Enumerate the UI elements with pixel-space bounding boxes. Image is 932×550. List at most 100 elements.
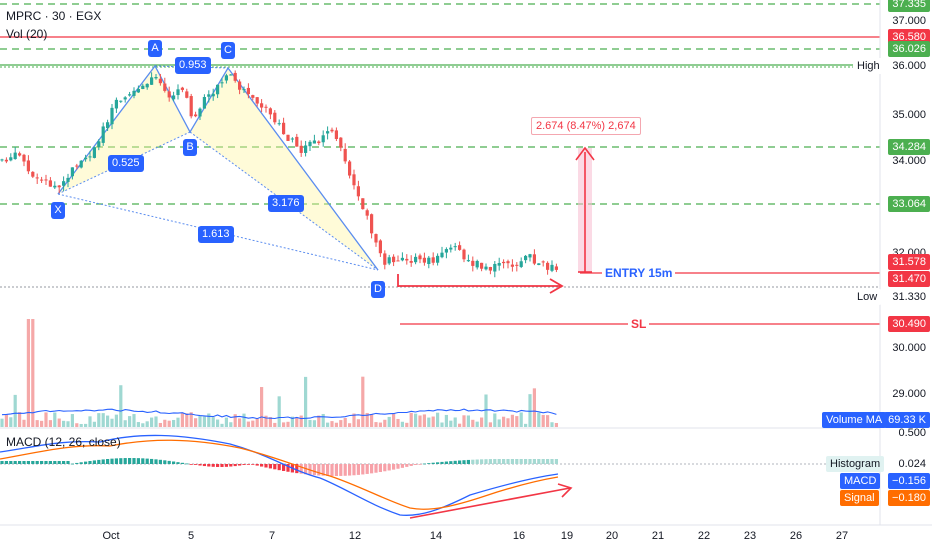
candle-body [273,112,277,123]
histogram-value: 0.024 [894,456,930,472]
candle-body [18,153,22,156]
volume-bar [176,417,180,427]
candle-body [299,145,303,153]
histogram-bar [277,464,281,471]
volume-bar [312,420,316,427]
ratio-label-xb: 0.525 [108,155,144,172]
histogram-bar [436,462,440,464]
time-label: 23 [743,530,757,542]
low-value: 31.330 [892,291,926,303]
candle-body [304,145,308,153]
candle-body [154,76,158,79]
candle-body [343,148,347,162]
candle-body [22,154,26,162]
volume-bar [13,394,17,427]
histogram-bar [9,461,13,464]
histogram-bar [220,464,224,467]
symbol-title[interactable]: MPRC · 30 · EGX [6,9,102,23]
candle-body [339,137,343,148]
volume-bar [348,423,352,427]
histogram-label: Histogram [826,456,885,472]
volume-bar [136,422,140,427]
candle-body [132,90,136,96]
histogram-bar [163,460,167,464]
histogram-bar [458,460,462,464]
volume-bar [66,421,70,427]
volume-bar [541,414,545,427]
histogram-bar [62,461,66,464]
volume-bar [475,421,479,427]
candle-body [220,82,224,84]
histogram-bar [211,464,215,467]
volume-bar [268,417,272,427]
histogram-bar [321,464,325,476]
volume-bar [502,416,506,427]
histogram-bar [449,461,453,464]
candle-body [233,72,237,81]
volume-bar [128,416,132,427]
candle-body [387,257,391,264]
histogram-bar [260,464,264,467]
histogram-bar [255,464,259,466]
candle-body [554,266,558,270]
volume-indicator-title[interactable]: Vol (20) [6,27,48,41]
candle-body [251,95,255,98]
price-tick: 35.000 [892,109,926,121]
volume-bar [180,412,184,427]
histogram-bar [238,464,242,466]
histogram-bar [70,463,74,465]
macd-label: MACD [840,473,881,489]
volume-bar [141,423,145,427]
candle-body [136,88,140,93]
histogram-bar [185,463,189,465]
time-label: 22 [697,530,711,542]
volume-bar [326,422,330,427]
candle-body [444,249,448,253]
histogram-bar [387,464,391,471]
histogram-bar [475,459,479,464]
histogram-bar [22,461,26,464]
volume-bar [145,421,149,427]
volume-bar [154,416,158,427]
volume-bar [440,422,444,427]
histogram-bar [106,459,110,464]
volume-bar [330,421,334,427]
histogram-bar [528,459,532,464]
macd-indicator-title[interactable]: MACD (12, 26, close) [6,435,121,449]
histogram-bar [431,462,435,464]
histogram-bar [123,458,127,464]
time-label: Oct [102,530,120,542]
volume-bar [480,417,484,427]
candle-body [202,97,206,109]
volume-bar [387,416,391,427]
time-label: 5 [187,530,195,542]
candle-body [449,247,453,250]
high-value: 36.000 [892,60,926,72]
volume-bar [308,419,312,427]
candle-body [75,165,79,167]
histogram-bar [154,459,158,464]
volume-bar [352,413,356,427]
candle-body [176,89,180,96]
histogram-bar [180,462,184,464]
histogram-bar [136,458,140,464]
volume-bar [392,413,396,427]
volume-bar [484,394,488,427]
candle-body [506,261,510,264]
ratio-label-xd: 1.613 [198,226,234,243]
candle-body [150,77,154,85]
candle-body [550,264,554,271]
volume-bar [224,417,228,427]
volume-bar [277,396,281,427]
volume-bar [84,423,88,427]
candle-body [418,255,422,260]
histogram-bar [502,459,506,464]
candle-body [295,136,299,147]
candle-body [211,93,215,97]
volume-bar [185,413,189,427]
volume-bar [123,420,127,427]
volume-bar [255,418,259,427]
volume-bar [550,422,554,427]
volume-ma-badge: 69.33 K [884,412,930,428]
